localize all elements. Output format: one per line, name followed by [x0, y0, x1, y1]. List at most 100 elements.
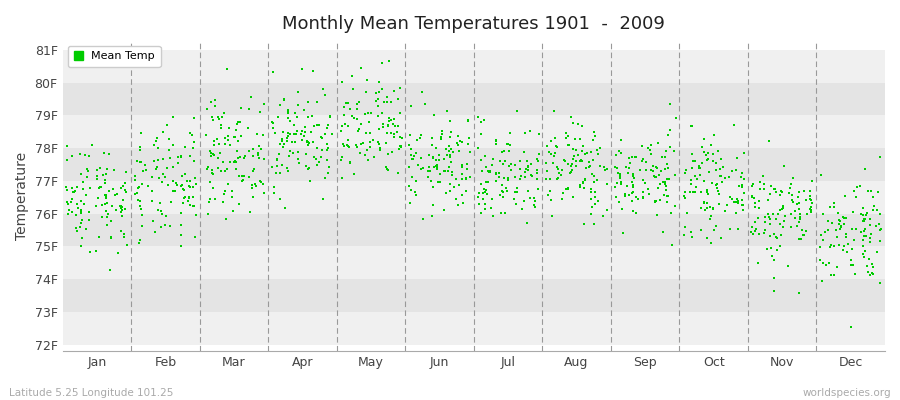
Point — [455, 170, 470, 177]
Point — [277, 96, 292, 103]
Point — [200, 106, 214, 112]
Point — [473, 180, 488, 187]
Point — [770, 235, 784, 242]
Point — [64, 209, 78, 216]
Point — [822, 259, 836, 266]
Point — [723, 174, 737, 180]
Point — [836, 246, 850, 253]
Point — [472, 200, 486, 207]
Point — [711, 148, 725, 154]
Point — [183, 153, 197, 159]
Point — [792, 200, 806, 206]
Point — [563, 169, 578, 175]
Point — [402, 164, 417, 170]
Point — [79, 192, 94, 198]
Point — [387, 116, 401, 122]
Point — [698, 151, 713, 158]
Point — [731, 200, 745, 206]
Point — [590, 150, 605, 157]
Point — [380, 130, 394, 136]
Point — [596, 212, 610, 219]
Point — [238, 152, 252, 159]
Point — [860, 263, 875, 269]
Point — [564, 161, 579, 167]
Point — [857, 216, 871, 222]
Point — [697, 149, 711, 156]
Point — [128, 191, 142, 198]
Point — [626, 182, 640, 188]
Point — [873, 226, 887, 232]
Point — [508, 173, 523, 180]
Point — [508, 162, 522, 168]
Point — [712, 190, 726, 197]
Point — [320, 156, 334, 163]
Point — [626, 172, 640, 179]
Point — [774, 232, 788, 238]
Point — [266, 119, 280, 125]
Point — [760, 210, 775, 217]
Point — [60, 187, 75, 193]
Point — [381, 151, 395, 157]
Point — [637, 180, 652, 186]
Point — [237, 155, 251, 161]
Point — [68, 188, 82, 195]
Point — [699, 235, 714, 241]
Point — [752, 179, 767, 186]
Point — [208, 97, 222, 103]
Point — [711, 188, 725, 194]
Point — [382, 58, 397, 65]
Point — [489, 137, 503, 143]
Point — [186, 145, 201, 152]
Point — [529, 176, 544, 182]
Point — [694, 227, 708, 233]
Point — [659, 148, 673, 154]
Point — [390, 129, 404, 136]
Point — [256, 132, 270, 138]
Point — [775, 189, 789, 195]
Point — [442, 143, 456, 149]
Point — [186, 139, 201, 145]
Point — [490, 170, 504, 176]
Point — [381, 167, 395, 173]
Point — [416, 216, 430, 222]
Point — [435, 128, 449, 134]
Point — [842, 240, 856, 247]
Point — [266, 120, 280, 126]
Point — [478, 188, 492, 195]
Point — [374, 146, 388, 153]
Point — [527, 204, 542, 210]
Point — [309, 156, 323, 162]
Point — [373, 144, 387, 151]
Point — [429, 162, 444, 168]
Point — [804, 209, 818, 215]
Point — [206, 142, 220, 149]
Point — [109, 207, 123, 213]
Point — [75, 198, 89, 204]
Point — [648, 198, 662, 204]
Point — [74, 208, 88, 214]
Point — [96, 150, 111, 156]
Point — [346, 112, 360, 119]
Point — [246, 153, 260, 160]
Point — [280, 135, 294, 142]
Point — [646, 168, 661, 174]
Point — [82, 216, 96, 223]
Point — [847, 237, 861, 243]
Point — [857, 227, 871, 234]
Point — [871, 220, 886, 227]
Point — [132, 144, 147, 150]
Point — [134, 158, 148, 165]
Point — [856, 251, 870, 258]
Point — [770, 211, 785, 217]
Point — [277, 96, 292, 102]
Point — [59, 184, 74, 190]
Point — [636, 194, 651, 200]
Point — [791, 194, 806, 200]
Point — [492, 158, 507, 164]
Point — [89, 203, 104, 210]
Point — [693, 172, 707, 178]
Point — [685, 234, 699, 240]
Point — [543, 175, 557, 182]
Point — [339, 100, 354, 106]
Point — [762, 191, 777, 197]
